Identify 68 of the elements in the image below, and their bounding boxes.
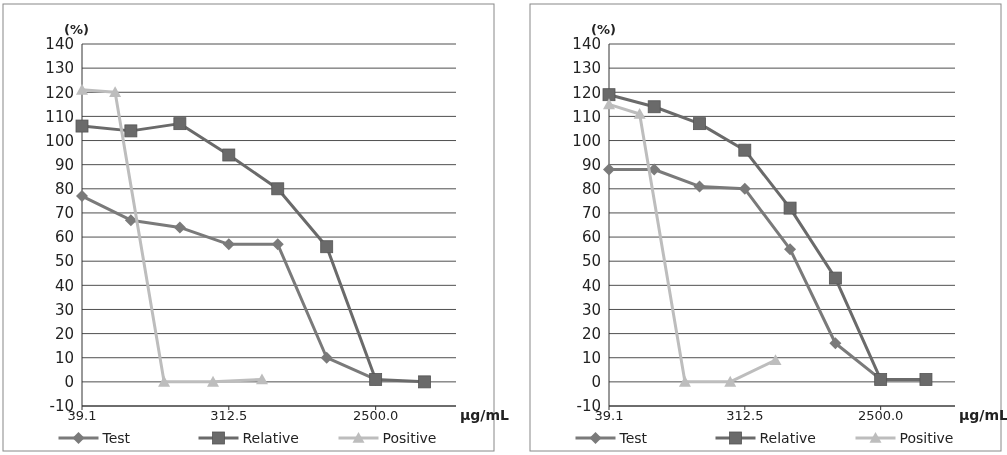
legend-label: Relative (759, 429, 816, 446)
x-tick-label: 312.5 (210, 408, 248, 423)
x-tick-label: 2500.0 (352, 408, 399, 423)
y-tick-label: 90 (581, 155, 601, 174)
y-tick-label: 70 (581, 204, 601, 223)
point (271, 182, 285, 196)
y-tick-label: 0 (64, 373, 74, 392)
y-tick-label: 130 (572, 59, 601, 78)
y-tick-label: 30 (581, 300, 601, 319)
point (76, 83, 88, 95)
x-axis-title: µg/mL (460, 407, 510, 423)
point (173, 221, 186, 234)
point (76, 190, 88, 203)
point (603, 163, 615, 176)
y-tick-label: 120 (572, 83, 601, 102)
y-tick-label: 0 (591, 373, 601, 392)
legend-label: Test (101, 429, 131, 446)
point (647, 100, 661, 114)
point (693, 180, 706, 193)
point (603, 98, 615, 110)
point (784, 243, 797, 256)
y-tick-label: 100 (572, 131, 601, 150)
point (222, 238, 235, 251)
y-tick-label: 140 (45, 35, 74, 54)
y-tick-label: 110 (572, 107, 601, 126)
point (418, 375, 431, 389)
point (173, 117, 187, 131)
y-tick-label: 10 (581, 348, 601, 367)
point (124, 124, 138, 138)
y-tick-label: 30 (54, 300, 74, 319)
x-tick-label: 2500.0 (857, 408, 904, 423)
point (602, 88, 616, 102)
y-tick-label: 60 (54, 228, 74, 247)
y-tick-label: 70 (54, 204, 74, 223)
y-tick-label: 50 (54, 252, 74, 271)
point (320, 351, 333, 364)
y-tick-label: 100 (45, 131, 74, 150)
point (75, 119, 89, 133)
y-tick-label: 20 (54, 324, 74, 343)
point (829, 337, 842, 350)
y-tick-label: 50 (581, 252, 601, 271)
legend-label: Positive (899, 429, 954, 446)
y-tick-label: 120 (45, 83, 74, 102)
y-tick-label: 80 (581, 180, 601, 199)
point (828, 271, 842, 285)
legend-label: Relative (242, 429, 299, 446)
x-tick-label: 312.5 (726, 408, 764, 423)
y-tick-label: 80 (54, 180, 74, 199)
legend-label: Test (618, 429, 648, 446)
point (919, 373, 933, 386)
y-tick-label: 140 (572, 35, 601, 54)
point (693, 117, 706, 131)
point (320, 240, 334, 254)
y-tick-label: 40 (54, 276, 74, 295)
y-tick-label: 110 (45, 107, 74, 126)
y-tick-label: 90 (54, 155, 74, 174)
y-tick-label: 10 (54, 348, 74, 367)
point (738, 143, 752, 157)
y-tick-label: 60 (581, 228, 601, 247)
y-axis-title: (%) (64, 22, 89, 37)
legend-label: Positive (382, 429, 437, 446)
y-axis-title: (%) (591, 22, 616, 37)
point (222, 148, 236, 162)
y-tick-label: 130 (45, 59, 74, 78)
y-tick-label: 20 (581, 324, 601, 343)
point (783, 201, 797, 215)
y-tick-label: 40 (581, 276, 601, 295)
x-axis-title: µg/mL (959, 407, 1007, 423)
